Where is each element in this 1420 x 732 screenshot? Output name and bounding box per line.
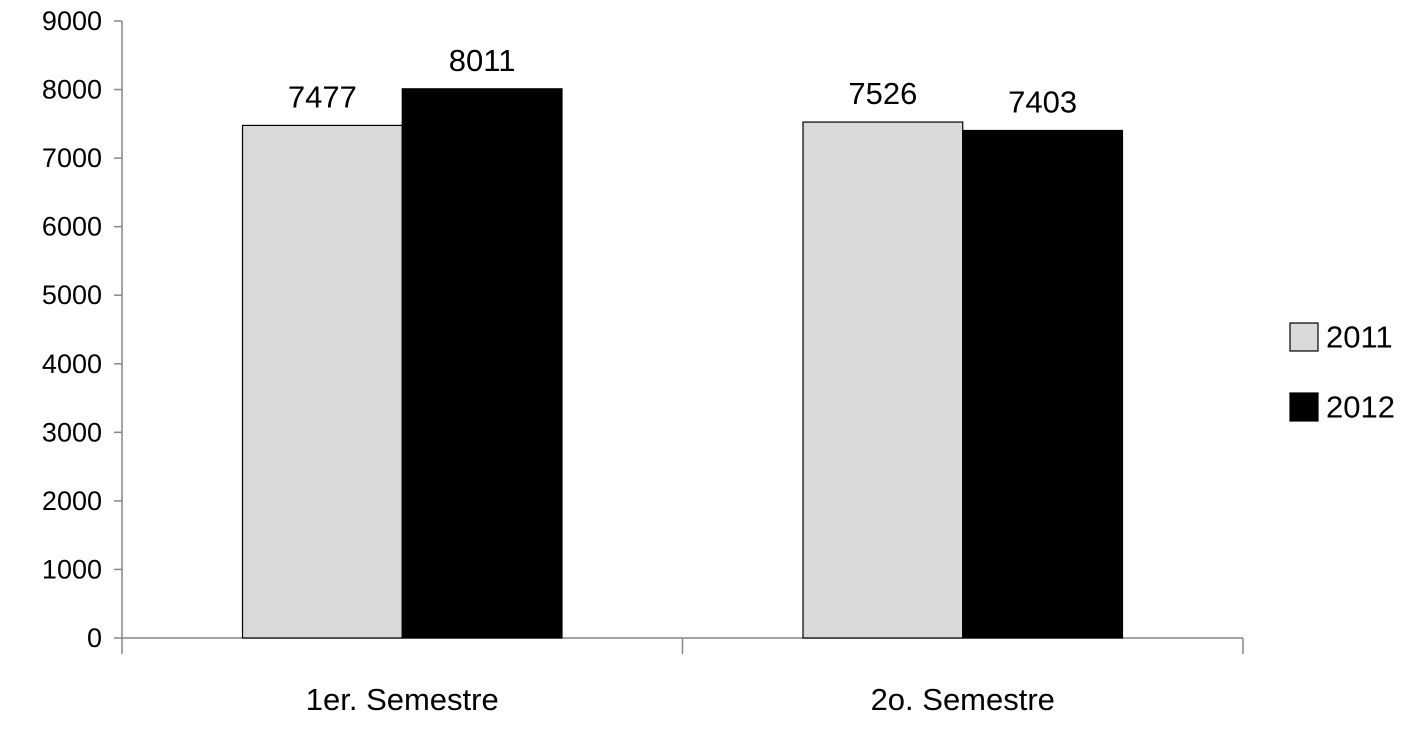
legend-label: 2012: [1326, 390, 1395, 425]
x-tick-label: 2o. Semestre: [871, 682, 1055, 717]
data-labels: 7477 8011 7526 7403: [288, 43, 1077, 120]
y-axis: 0 1000 2000 3000 4000 5000 6000 7000 8000 9000: [42, 6, 123, 653]
y-tick-label: 9000: [42, 6, 102, 36]
y-tick-label: 7000: [42, 143, 102, 173]
y-tick-label: 2000: [42, 486, 102, 516]
legend: 2011 2012: [1289, 320, 1395, 425]
data-label: 7526: [848, 76, 917, 111]
x-tick-label: 1er. Semestre: [306, 682, 499, 717]
bars: [241, 88, 1124, 639]
bar-2012-0: [401, 88, 563, 639]
bar-2011-1: [802, 121, 964, 639]
y-tick-label: 1000: [42, 554, 102, 584]
legend-swatch-2011: [1289, 322, 1319, 352]
legend-label: 2011: [1326, 320, 1393, 355]
y-tick-label: 6000: [42, 212, 102, 242]
y-tick-label: 8000: [42, 75, 102, 105]
y-tick-label: 3000: [42, 417, 102, 447]
legend-swatch-2012: [1289, 392, 1319, 422]
y-tick-label: 4000: [42, 349, 102, 379]
y-tick-label: 5000: [42, 280, 102, 310]
x-axis: 1er. Semestre 2o. Semestre: [121, 637, 1244, 717]
y-tick-label: 0: [87, 623, 102, 653]
bar-2012-1: [962, 129, 1124, 639]
bar-2011-0: [241, 124, 403, 639]
data-label: 7403: [1008, 84, 1077, 119]
data-label: 7477: [288, 79, 357, 114]
data-label: 8011: [449, 43, 516, 78]
